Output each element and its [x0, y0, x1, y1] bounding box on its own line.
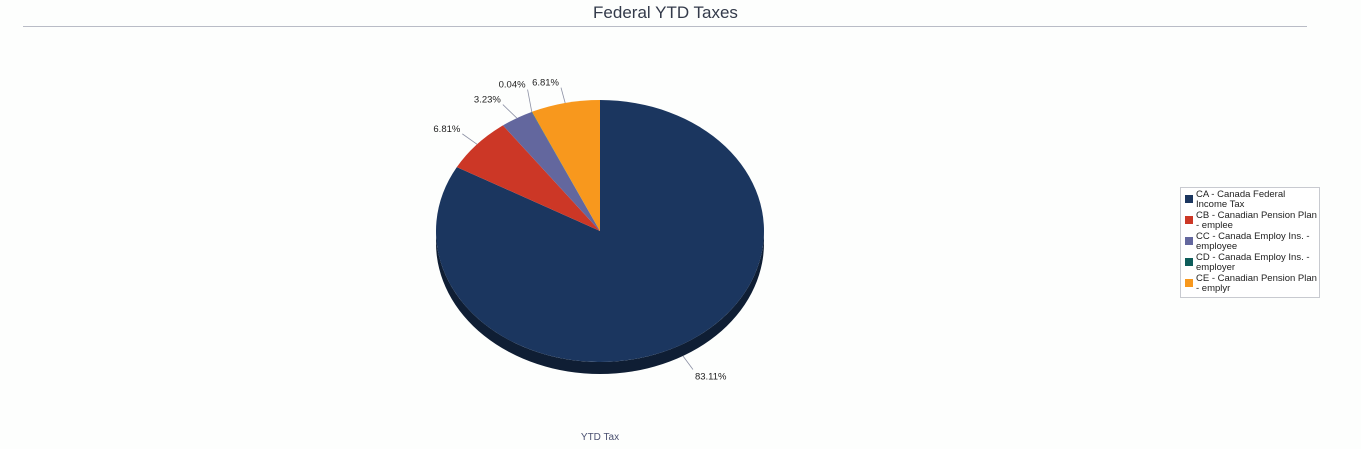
title-divider	[23, 26, 1307, 27]
leader-line-1	[462, 133, 478, 145]
data-label-2: 3.23%	[474, 95, 501, 106]
pie-slice-4[interactable]	[531, 100, 600, 231]
legend-label: CE - Canadian Pension Plan - emplyr	[1196, 273, 1317, 294]
data-label-4: 6.81%	[532, 78, 559, 89]
legend-item[interactable]: CD - Canada Employ Ins. - employer	[1181, 253, 1319, 273]
legend-swatch	[1185, 195, 1193, 203]
pie-slice-3[interactable]	[531, 111, 600, 231]
data-label-1: 6.81%	[433, 124, 460, 135]
legend-swatch	[1185, 237, 1193, 245]
leader-line-4	[560, 87, 566, 104]
legend-label: CA - Canada Federal Income Tax	[1196, 189, 1286, 210]
legend-item[interactable]: CE - Canadian Pension Plan - emplyr	[1181, 274, 1319, 294]
legend-swatch	[1185, 216, 1193, 224]
legend-item[interactable]: CA - Canada Federal Income Tax	[1181, 190, 1319, 210]
legend-swatch	[1185, 279, 1193, 287]
pie-slice-1[interactable]	[456, 125, 600, 231]
legend-item[interactable]: CC - Canada Employ Ins. - employee	[1181, 232, 1319, 252]
chart-title: Federal YTD Taxes	[593, 3, 738, 22]
legend-label: CB - Canadian Pension Plan - emplee	[1196, 210, 1317, 231]
legend-item[interactable]: CB - Canadian Pension Plan - emplee	[1181, 211, 1319, 231]
pie-slice-2[interactable]	[502, 111, 600, 231]
data-label-3: 0.04%	[499, 80, 526, 91]
legend-label: CD - Canada Employ Ins. - employer	[1196, 252, 1310, 273]
data-label-0: 83.11%	[695, 372, 727, 383]
legend-swatch	[1185, 258, 1193, 266]
x-axis-label: YTD Tax	[580, 432, 620, 443]
chart-legend: CA - Canada Federal Income Tax CB - Canad…	[1180, 187, 1320, 298]
leader-line-0	[682, 355, 694, 370]
leader-line-3	[527, 89, 533, 112]
leader-line-2	[502, 104, 518, 119]
legend-label: CC - Canada Employ Ins. - employee	[1196, 231, 1310, 252]
